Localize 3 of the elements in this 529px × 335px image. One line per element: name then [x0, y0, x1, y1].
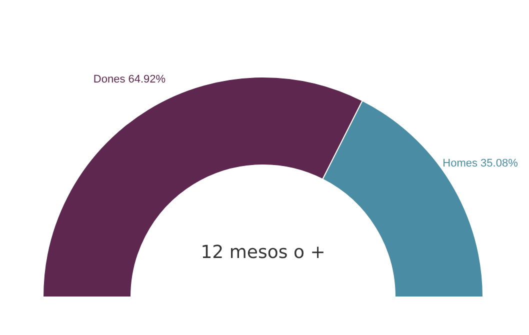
slice-label: Homes 35.08% [442, 157, 518, 170]
slice-label: Dones 64.92% [93, 74, 166, 86]
text: 12 mesos o + [200, 242, 326, 263]
